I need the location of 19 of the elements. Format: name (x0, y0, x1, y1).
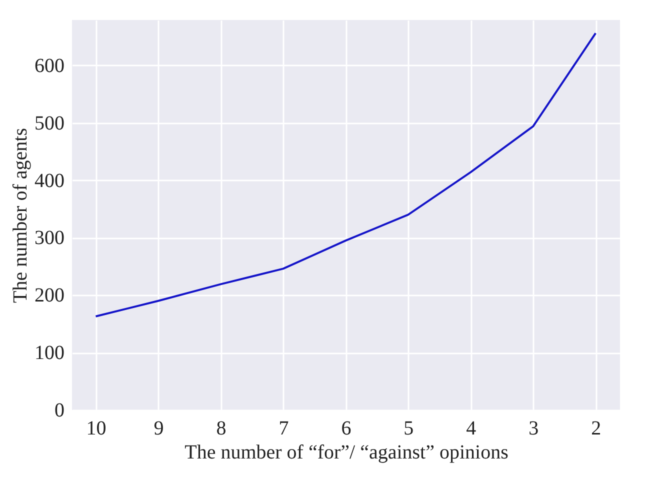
x-tick-label: 5 (404, 418, 414, 440)
x-tick-label: 2 (591, 418, 602, 440)
y-tick-label: 600 (34, 54, 64, 77)
y-tick-label: 300 (34, 227, 64, 250)
x-tick-label: 3 (528, 418, 539, 440)
y-tick-label: 500 (34, 112, 64, 134)
x-tick-label: 6 (341, 418, 352, 440)
x-tick-label: 10 (86, 418, 106, 440)
x-axis-title: The number of “for”/ “against” opinions (184, 442, 509, 464)
y-tick-label: 200 (34, 284, 64, 307)
x-tick-label: 8 (216, 418, 226, 440)
x-tick-label: 4 (466, 418, 476, 440)
line-series (94, 32, 597, 318)
y-tick-label: 100 (34, 342, 64, 364)
y-tick-label: 400 (34, 170, 64, 192)
x-tick-label: 7 (278, 418, 289, 440)
y-axis-title: The number of agents (10, 128, 32, 303)
y-tick-label: 0 (54, 400, 64, 422)
x-tick-label: 9 (154, 418, 164, 440)
